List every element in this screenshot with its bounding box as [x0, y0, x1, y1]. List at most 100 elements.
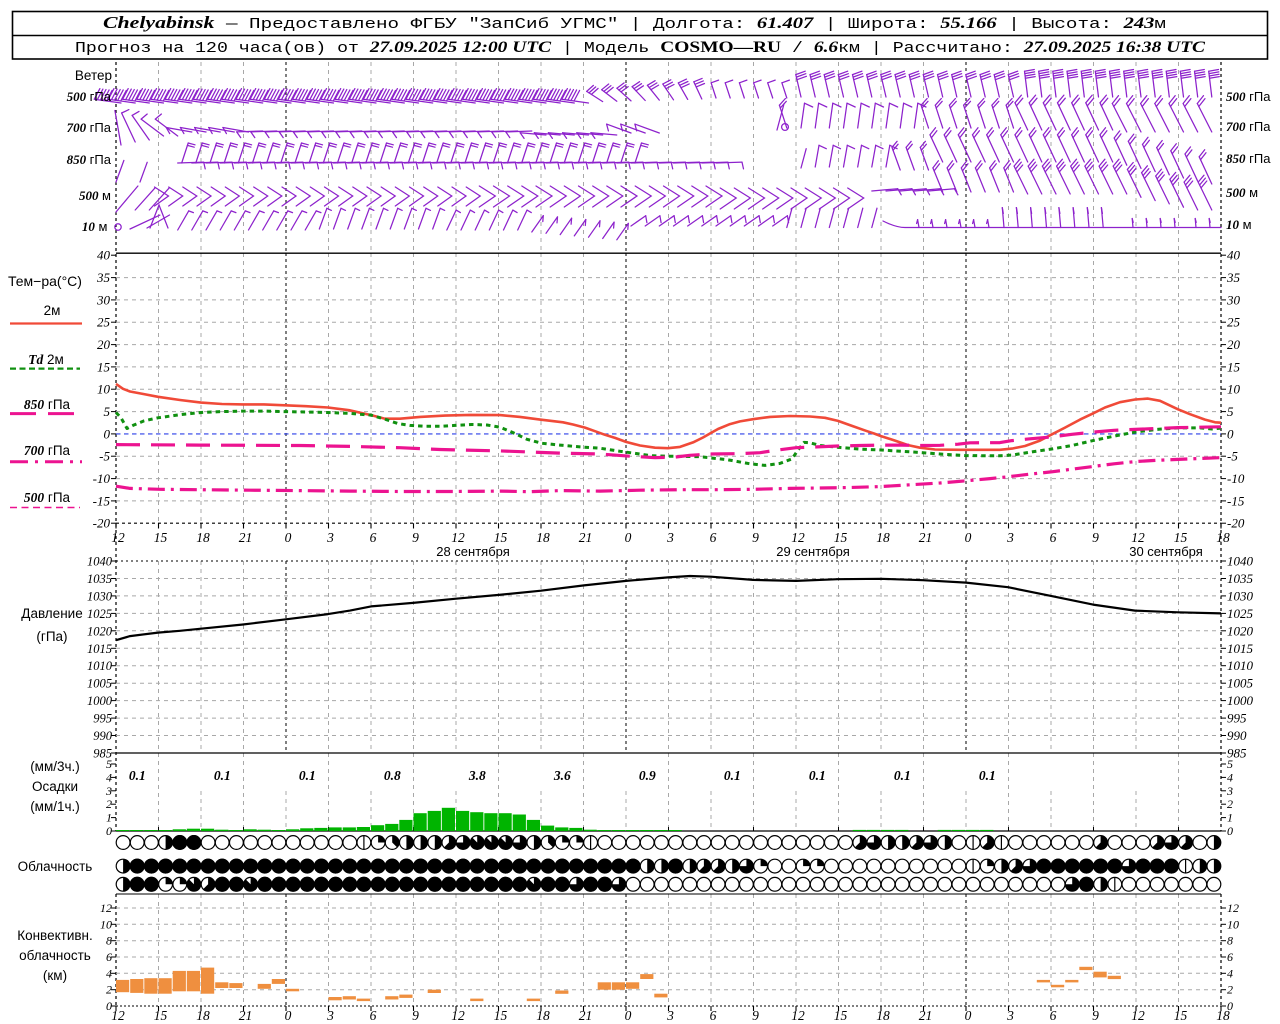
svg-text:25: 25	[1227, 315, 1241, 330]
svg-text:0: 0	[285, 1008, 292, 1023]
svg-text:5: 5	[106, 757, 112, 771]
svg-text:1035: 1035	[87, 572, 112, 586]
svg-text:1005: 1005	[87, 677, 112, 691]
svg-text:500 гПа: 500 гПа	[24, 490, 71, 505]
svg-text:6: 6	[1050, 1008, 1057, 1023]
svg-text:990: 990	[93, 729, 113, 743]
svg-text:700 гПа: 700 гПа	[24, 443, 71, 458]
svg-text:2: 2	[106, 983, 112, 997]
svg-text:21: 21	[239, 530, 253, 545]
svg-text:12: 12	[451, 530, 465, 545]
svg-text:30 сентября: 30 сентября	[1129, 544, 1203, 559]
svg-text:10 м: 10 м	[1226, 217, 1255, 232]
svg-text:0.9: 0.9	[639, 768, 656, 783]
svg-text:-10: -10	[93, 471, 111, 486]
svg-text:500 гПа: 500 гПа	[67, 89, 112, 104]
svg-text:12: 12	[111, 530, 125, 545]
svg-text:-20: -20	[93, 516, 111, 531]
svg-text:12: 12	[791, 1008, 805, 1023]
svg-text:9: 9	[752, 530, 759, 545]
svg-text:Td 2м: Td 2м	[28, 352, 64, 367]
svg-text:0: 0	[285, 530, 292, 545]
svg-text:0.1: 0.1	[894, 768, 911, 783]
svg-text:985: 985	[1227, 746, 1247, 761]
svg-text:облачность: облачность	[19, 948, 91, 963]
svg-text:1030: 1030	[87, 589, 113, 603]
svg-text:2: 2	[1227, 797, 1233, 811]
svg-text:35: 35	[1226, 270, 1241, 285]
svg-text:Тем−ра(°C): Тем−ра(°C)	[8, 273, 82, 289]
svg-text:8: 8	[106, 934, 112, 948]
svg-text:500 м: 500 м	[1226, 185, 1258, 200]
svg-text:3: 3	[326, 1008, 334, 1023]
svg-text:Облачность: Облачность	[18, 859, 93, 874]
svg-text:10: 10	[1227, 917, 1239, 931]
svg-text:15: 15	[494, 1008, 508, 1023]
svg-text:12: 12	[1131, 530, 1145, 545]
svg-text:2м: 2м	[44, 303, 61, 318]
svg-text:1: 1	[1227, 811, 1233, 825]
svg-text:850 гПа: 850 гПа	[67, 152, 112, 167]
svg-text:5: 5	[1227, 404, 1234, 419]
svg-text:6: 6	[710, 530, 717, 545]
svg-text:9: 9	[412, 1008, 419, 1023]
svg-text:850 гПа: 850 гПа	[1226, 151, 1271, 166]
svg-text:12: 12	[451, 1008, 465, 1023]
svg-text:3: 3	[1006, 530, 1014, 545]
svg-text:20: 20	[97, 337, 111, 352]
svg-text:1030: 1030	[1227, 588, 1254, 603]
svg-text:6: 6	[370, 530, 377, 545]
svg-text:15: 15	[1174, 530, 1188, 545]
svg-text:3.8: 3.8	[468, 768, 486, 783]
svg-text:1040: 1040	[87, 555, 113, 569]
svg-text:3: 3	[1226, 784, 1233, 798]
svg-text:2: 2	[1227, 983, 1233, 997]
svg-text:28 сентября: 28 сентября	[436, 544, 510, 559]
svg-text:4: 4	[1227, 770, 1233, 784]
svg-text:9: 9	[752, 1008, 759, 1023]
svg-text:1000: 1000	[87, 694, 113, 708]
svg-text:3: 3	[326, 530, 334, 545]
svg-text:1020: 1020	[1227, 623, 1254, 638]
svg-text:15: 15	[1174, 1008, 1188, 1023]
svg-text:18: 18	[1216, 1008, 1230, 1023]
svg-text:6: 6	[370, 1008, 377, 1023]
svg-text:Chelyabinsk — Предоставлено ФГ: Chelyabinsk — Предоставлено ФГБУ "ЗапСиб…	[103, 13, 1166, 33]
svg-text:0: 0	[106, 824, 112, 838]
svg-text:18: 18	[876, 530, 890, 545]
svg-text:0.1: 0.1	[724, 768, 741, 783]
svg-text:995: 995	[93, 712, 112, 726]
svg-text:10 м: 10 м	[82, 219, 111, 234]
svg-text:6: 6	[710, 1008, 717, 1023]
svg-text:6: 6	[1050, 530, 1057, 545]
svg-text:-10: -10	[1227, 471, 1245, 486]
svg-text:35: 35	[96, 270, 111, 285]
svg-text:15: 15	[834, 530, 848, 545]
svg-text:10: 10	[97, 382, 111, 397]
svg-text:12: 12	[1131, 1008, 1145, 1023]
svg-text:3.6: 3.6	[553, 768, 571, 783]
svg-text:0: 0	[1227, 426, 1234, 441]
svg-text:1: 1	[106, 811, 112, 825]
svg-text:Давление: Давление	[21, 606, 82, 621]
svg-text:700 гПа: 700 гПа	[67, 120, 112, 135]
svg-text:(км): (км)	[43, 968, 67, 983]
svg-text:1010: 1010	[1227, 658, 1254, 673]
svg-text:1025: 1025	[87, 607, 112, 621]
svg-text:40: 40	[1227, 248, 1241, 263]
svg-text:-15: -15	[1227, 493, 1245, 508]
svg-text:15: 15	[154, 1008, 168, 1023]
svg-text:995: 995	[1227, 711, 1247, 726]
svg-text:0: 0	[965, 1008, 972, 1023]
svg-text:5: 5	[1227, 757, 1233, 771]
svg-text:10: 10	[100, 917, 112, 931]
svg-text:1015: 1015	[87, 642, 112, 656]
svg-text:18: 18	[536, 1008, 550, 1023]
svg-text:12: 12	[111, 1008, 125, 1023]
svg-text:0.1: 0.1	[809, 768, 826, 783]
svg-text:500 м: 500 м	[79, 188, 111, 203]
svg-text:0: 0	[1227, 999, 1233, 1013]
svg-text:1020: 1020	[87, 624, 113, 638]
svg-text:(гПа): (гПа)	[36, 629, 67, 644]
svg-text:-5: -5	[99, 449, 110, 464]
